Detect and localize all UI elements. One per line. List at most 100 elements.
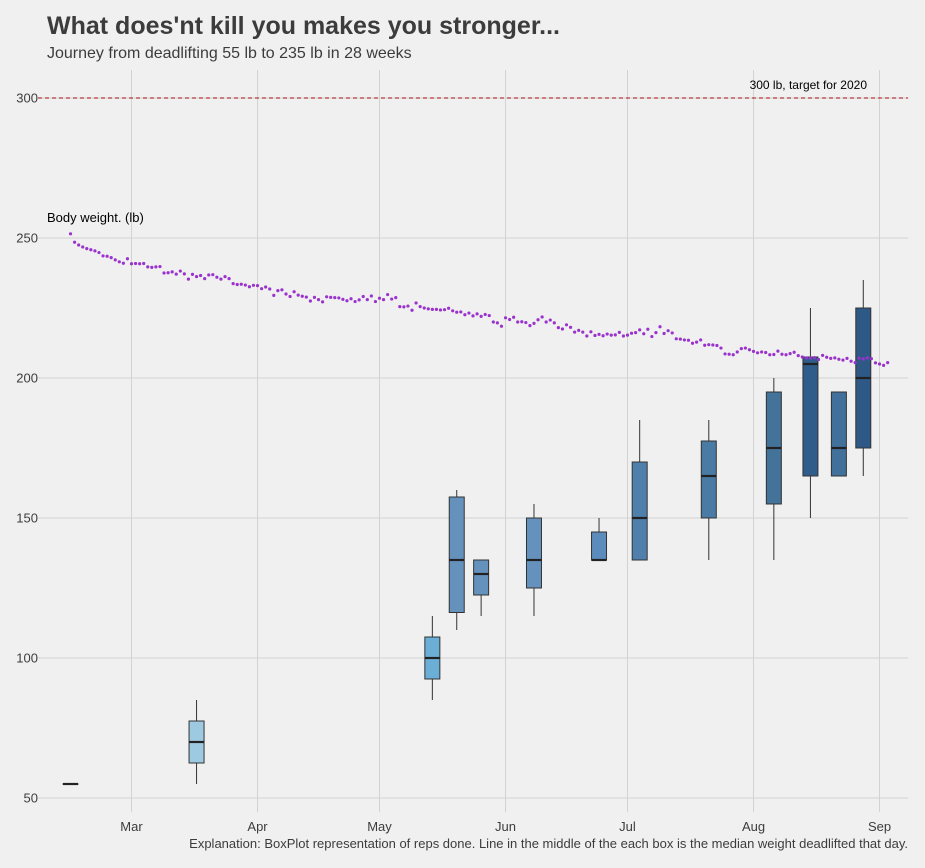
weight-point (125, 257, 130, 261)
y-tick-label: 100 (16, 651, 38, 666)
x-tick-label: Jul (619, 819, 636, 834)
weight-point (442, 308, 447, 312)
weight-point (629, 331, 634, 335)
weight-point (381, 298, 386, 302)
box-body (448, 496, 465, 613)
target-label: 300 lb, target for 2020 (750, 78, 868, 92)
weight-point (483, 312, 487, 317)
weight-point (764, 350, 768, 355)
weight-point (707, 343, 711, 347)
weight-point (861, 357, 865, 361)
weight-point (857, 356, 861, 360)
weight-point (816, 357, 821, 362)
x-tick-label: Aug (742, 819, 765, 834)
weight-point (426, 307, 430, 311)
weight-point (296, 293, 300, 297)
chart-caption: Explanation: BoxPlot representation of r… (189, 836, 908, 851)
weight-point (247, 285, 252, 289)
weight-point (491, 320, 495, 324)
box-plot (855, 280, 872, 476)
weight-point (316, 298, 321, 302)
weight-point (154, 265, 158, 269)
y-tick-label: 150 (16, 511, 38, 526)
weight-point (386, 292, 390, 297)
weight-point (821, 353, 825, 357)
weight-point (719, 346, 723, 350)
weight-point (345, 299, 349, 303)
weight-point (499, 324, 504, 328)
weight-point (142, 261, 146, 266)
weight-point (621, 334, 626, 338)
weight-point (199, 273, 203, 278)
weight-point (121, 261, 125, 265)
weight-point (223, 275, 227, 279)
weight-point (666, 329, 670, 333)
weight-point (150, 265, 154, 269)
axis-layer: 50 100 150 200 250 300 Mar Apr May Jun Jul Aug Sep (16, 91, 891, 835)
weight-point (276, 289, 280, 293)
weight-point (406, 304, 410, 308)
weight-point (158, 264, 162, 269)
weight-point (77, 243, 81, 247)
box-plot (700, 420, 717, 560)
weight-point (670, 331, 674, 335)
weight-point (475, 312, 479, 316)
weight-point (288, 294, 292, 299)
box-plot (765, 378, 782, 560)
weight-point (97, 250, 101, 255)
weight-point (272, 293, 276, 297)
box-layer (62, 280, 872, 786)
weight-point (585, 334, 589, 338)
weight-point (312, 295, 317, 299)
weight-point (284, 292, 288, 296)
weight-point (715, 343, 719, 348)
weight-point (239, 282, 243, 286)
weight-point (369, 294, 373, 298)
weight-point (304, 295, 308, 299)
box-plot (830, 391, 847, 477)
y-tick-label: 50 (24, 791, 38, 806)
weight-point (300, 294, 304, 298)
weight-point (601, 334, 605, 338)
weight-point (634, 331, 638, 335)
weight-point (841, 358, 845, 362)
weight-point (536, 318, 540, 322)
box-plot (448, 490, 465, 630)
weight-point (422, 306, 426, 310)
weight-point (264, 285, 268, 289)
box-body (631, 461, 648, 561)
weight-point (341, 297, 345, 301)
box-body (802, 356, 819, 477)
weight-point (837, 357, 841, 361)
weight-point (320, 300, 325, 304)
weight-point (882, 363, 886, 367)
weight-point (503, 316, 508, 320)
weight-point (690, 341, 695, 345)
weight-point (853, 361, 857, 365)
weight-point (792, 350, 796, 354)
weight-point (877, 362, 882, 366)
weight-point (166, 271, 170, 275)
weight-point (377, 296, 382, 300)
weight-point (117, 260, 121, 264)
box-plot (631, 420, 648, 561)
weight-point (739, 347, 743, 351)
weight-point (207, 273, 211, 277)
weight-point (414, 301, 418, 305)
weight-point (532, 321, 536, 325)
weight-point (658, 325, 662, 329)
weight-point (361, 294, 365, 299)
weight-point (146, 265, 150, 269)
weight-point (434, 307, 439, 311)
weight-point (89, 248, 93, 252)
weight-point (227, 277, 231, 281)
weight-point (617, 330, 621, 334)
weight-point (308, 299, 312, 303)
weight-point (869, 357, 874, 361)
x-tick-label: Apr (247, 819, 268, 834)
weight-point (174, 272, 178, 276)
weight-point (186, 277, 191, 281)
weight-point (646, 327, 650, 331)
x-tick-label: Jun (495, 819, 516, 834)
